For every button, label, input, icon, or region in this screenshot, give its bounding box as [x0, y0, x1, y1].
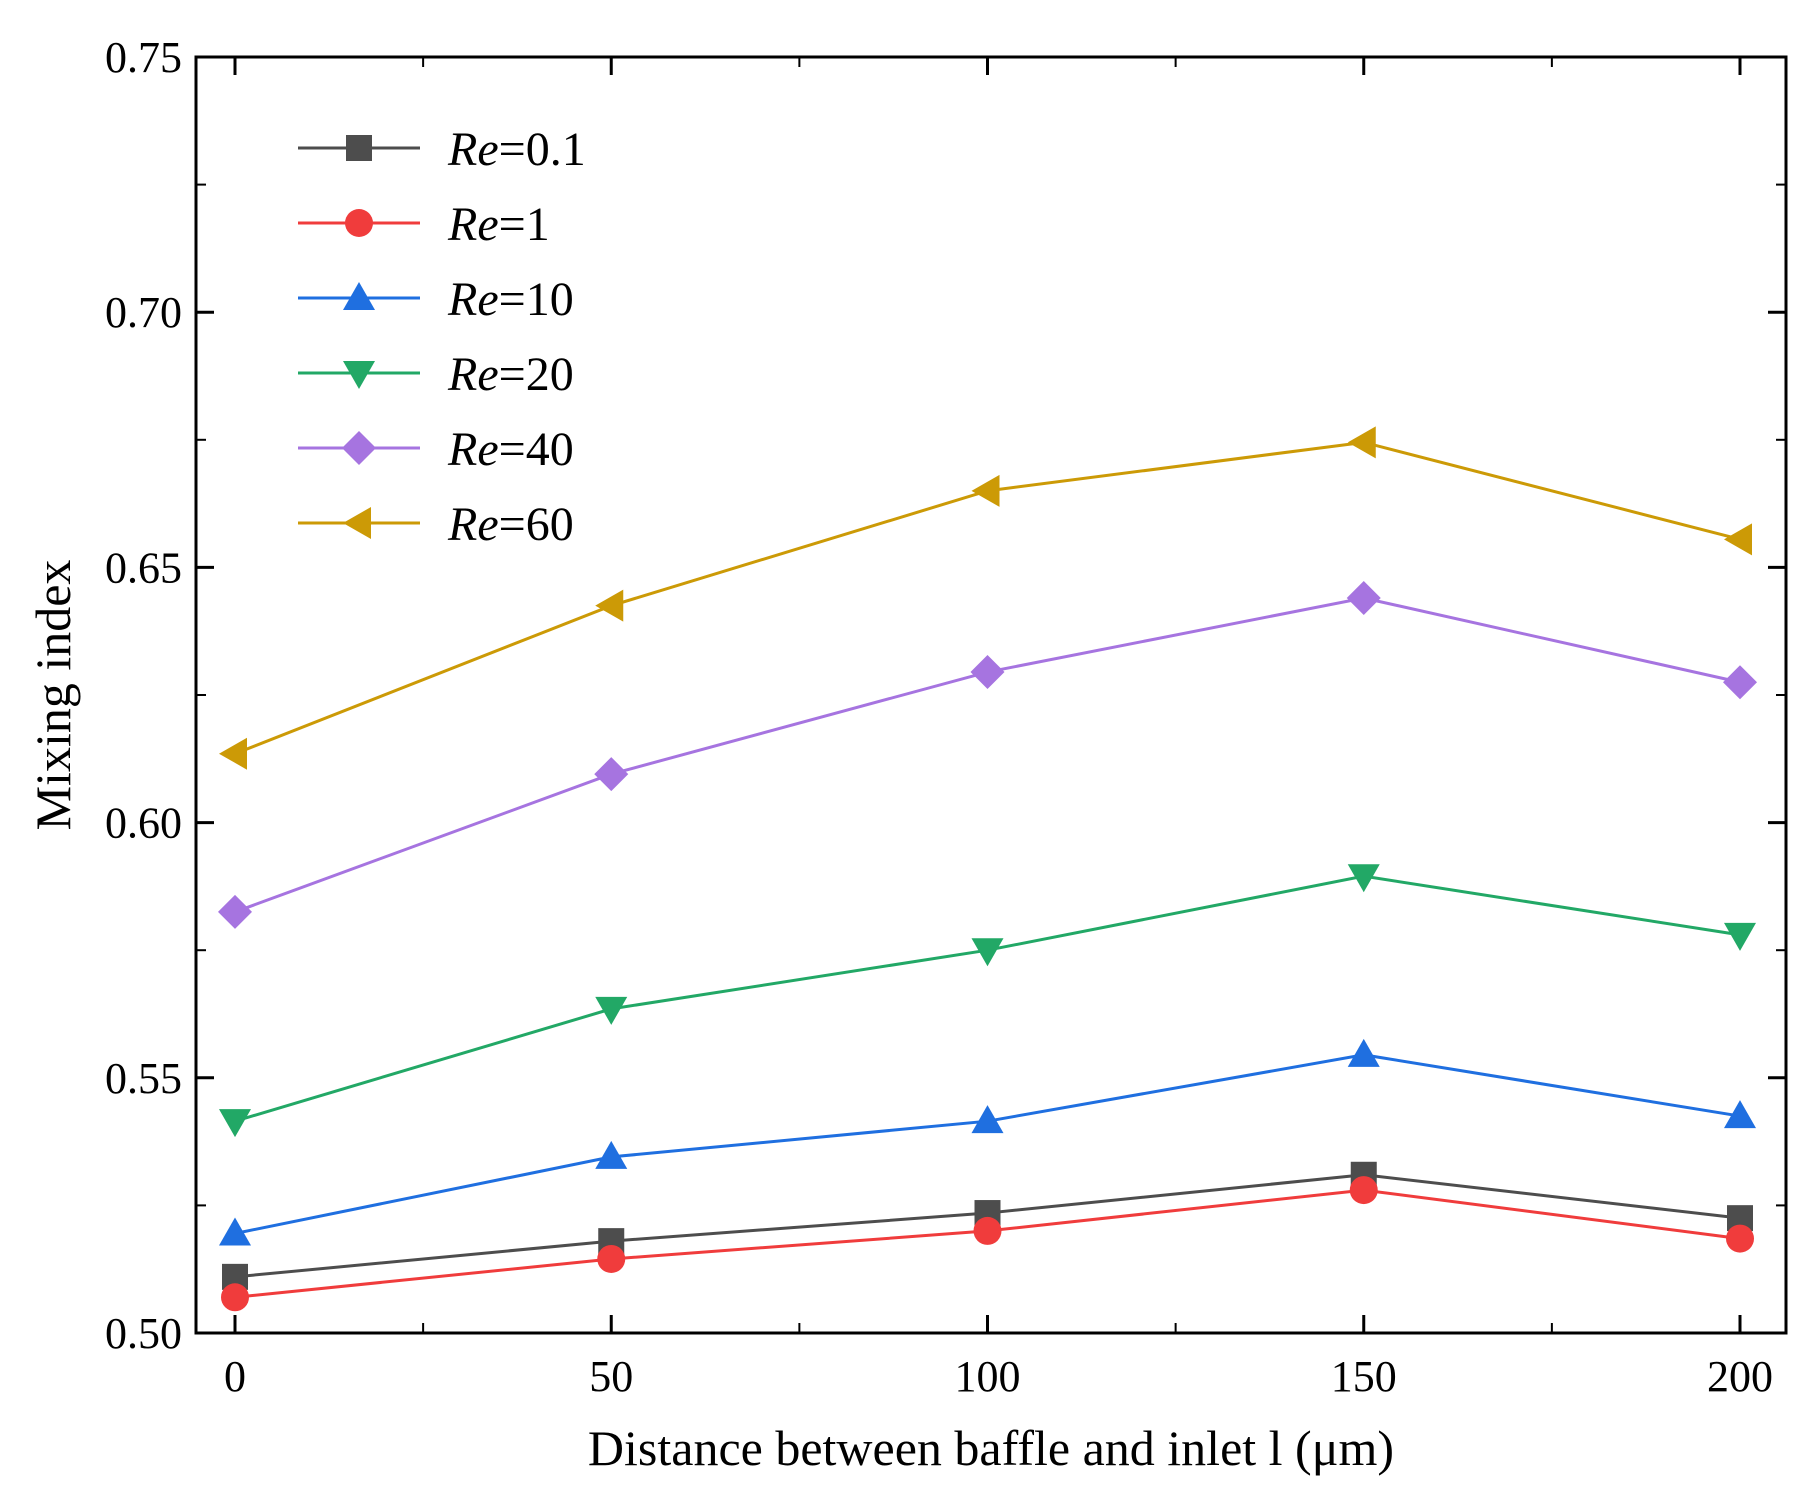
data-point — [1347, 426, 1376, 459]
x-tick-label: 100 — [955, 1352, 1021, 1401]
data-point — [1726, 1224, 1754, 1253]
legend-item: Re=20 — [298, 348, 574, 401]
x-tick-label: 0 — [224, 1352, 246, 1401]
data-point — [218, 894, 252, 929]
data-point — [1347, 1038, 1380, 1067]
series-Re=60 — [219, 426, 1752, 770]
legend-label-italic: Re — [447, 423, 499, 476]
legend-label-value: =40 — [499, 423, 574, 476]
legend-label: Re=1 — [447, 198, 550, 251]
y-tick-label: 0.55 — [105, 1054, 182, 1103]
y-tick-label: 0.75 — [105, 33, 182, 82]
legend-marker — [343, 282, 375, 310]
x-tick-label: 200 — [1707, 1352, 1773, 1401]
data-point — [1346, 581, 1381, 616]
legend-label: Re=0.1 — [447, 123, 586, 176]
legend-label-value: =10 — [499, 273, 574, 326]
legend-label-value: =20 — [499, 348, 574, 401]
series-Re=0.1 — [222, 1161, 1753, 1290]
x-tick-label: 50 — [589, 1352, 633, 1401]
axis-ticks: 0 50 100 150 200 0.50 0.55 0.60 0.65 0.70 0.75 — [105, 33, 1786, 1401]
data-point — [970, 655, 1005, 690]
data-point — [219, 1217, 251, 1246]
data-point — [595, 589, 624, 622]
data-point — [1347, 864, 1380, 893]
legend-item: Re=40 — [298, 423, 574, 476]
x-axis-title: Distance between baffle and inlet l (μm) — [588, 1420, 1394, 1476]
y-tick-label: 0.50 — [105, 1309, 182, 1358]
legend-label: Re=40 — [447, 423, 574, 476]
legend-marker — [343, 361, 375, 389]
legend-label-italic: Re — [447, 198, 499, 251]
data-point — [973, 1216, 1002, 1245]
data-point — [1723, 665, 1757, 700]
data-point — [219, 737, 247, 770]
legend-label-italic: Re — [447, 123, 499, 176]
data-point — [971, 938, 1004, 967]
data-point — [971, 474, 1000, 507]
series-layer — [218, 426, 1757, 1312]
data-point — [595, 996, 628, 1025]
data-point — [594, 757, 629, 792]
data-point — [1724, 1100, 1756, 1129]
legend-label-italic: Re — [447, 348, 499, 401]
y-tick-label: 0.70 — [105, 288, 182, 337]
data-point — [971, 1105, 1004, 1134]
legend-label-value: =1 — [499, 198, 550, 251]
data-point — [221, 1283, 249, 1312]
series-Re=1 — [221, 1176, 1754, 1312]
legend-item: Re=10 — [298, 273, 574, 326]
data-point — [219, 1109, 251, 1138]
data-point — [1349, 1176, 1378, 1205]
y-axis-title: Mixing index — [25, 560, 81, 831]
legend-label: Re=20 — [447, 348, 574, 401]
data-point — [1724, 523, 1752, 556]
x-tick-label: 150 — [1331, 1352, 1397, 1401]
y-tick-label: 0.60 — [105, 799, 182, 848]
legend-item: Re=1 — [298, 198, 550, 251]
data-point — [1724, 922, 1756, 951]
legend-marker — [346, 135, 372, 161]
data-point — [595, 1140, 628, 1169]
legend-item: Re=60 — [298, 498, 574, 551]
legend-marker — [345, 209, 373, 237]
series-Re=40 — [218, 581, 1757, 929]
legend-marker — [342, 431, 376, 465]
legend-label-value: =0.1 — [499, 123, 586, 176]
series-Re=20 — [219, 864, 1756, 1138]
legend-label: Re=10 — [447, 273, 574, 326]
series-Re=10 — [219, 1038, 1756, 1246]
legend-marker — [343, 507, 371, 539]
y-tick-label: 0.65 — [105, 543, 182, 592]
legend-label-italic: Re — [447, 273, 499, 326]
data-point — [597, 1244, 626, 1273]
legend-label-value: =60 — [499, 498, 574, 551]
legend-item: Re=0.1 — [298, 123, 586, 176]
legend-label-italic: Re — [447, 498, 499, 551]
legend-label: Re=60 — [447, 498, 574, 551]
